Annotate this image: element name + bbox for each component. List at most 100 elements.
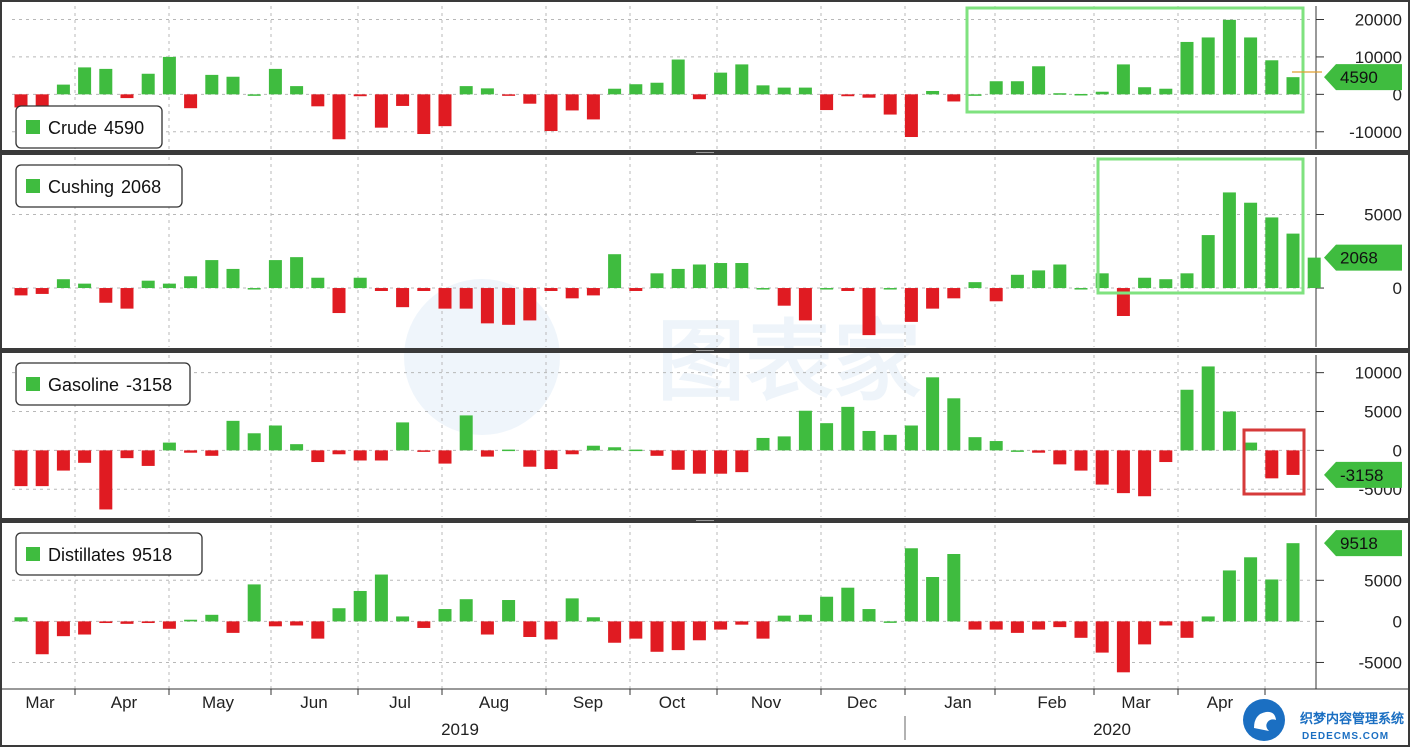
corner-logo: 织梦内容管理系统 DEDECMS.COM (1243, 699, 1406, 743)
bar (374, 94, 388, 128)
bar (798, 614, 812, 622)
bar (459, 599, 473, 622)
bar (459, 288, 473, 309)
bar (459, 86, 473, 95)
bar (926, 288, 940, 309)
bar (438, 450, 452, 464)
bar (650, 273, 664, 289)
bar (120, 450, 134, 459)
bar (332, 94, 346, 140)
bar (650, 450, 664, 456)
bar (586, 445, 600, 451)
bar (56, 84, 70, 95)
bar (904, 94, 918, 138)
bar (184, 450, 198, 453)
bar (671, 268, 685, 289)
bar (14, 94, 28, 108)
bar (777, 615, 791, 622)
bar (1010, 274, 1024, 289)
bar (862, 288, 876, 336)
bar (247, 288, 261, 290)
bar (120, 94, 134, 99)
bar (714, 263, 728, 289)
bar (353, 450, 367, 461)
bar (205, 260, 219, 289)
bar (162, 442, 176, 451)
panel-crude: 20000 10000 0 -10000 4590 Crude 4590 (2, 6, 1408, 155)
bar (417, 621, 431, 628)
bar (396, 94, 410, 106)
last-value-tag-bg (1324, 530, 1402, 557)
legend-swatch (26, 179, 40, 193)
highlight-boxes (965, 6, 1322, 496)
bar (650, 621, 664, 652)
bar (14, 450, 28, 487)
bar (141, 450, 155, 466)
y-tick-label: 10000 (1355, 48, 1402, 67)
bar (544, 288, 558, 291)
bar (735, 64, 749, 95)
bar (820, 288, 834, 290)
bar (332, 450, 346, 455)
bar (438, 94, 452, 127)
bar (162, 56, 176, 95)
bar (735, 263, 749, 289)
last-value-tag: -3158 (1324, 461, 1402, 488)
bar (311, 94, 325, 107)
bar (268, 425, 282, 451)
bar (14, 288, 28, 296)
y-tick-label: 10000 (1355, 364, 1402, 383)
bar (502, 288, 516, 325)
bar (1010, 621, 1024, 633)
bar (735, 621, 749, 625)
bar (1222, 411, 1236, 451)
bar (841, 94, 855, 97)
bar (459, 415, 473, 451)
bar (798, 87, 812, 95)
x-month-label: Jun (300, 693, 327, 712)
bar (1095, 621, 1109, 653)
last-value-tag: 9518 (1324, 530, 1402, 557)
x-year-label: 2020 (1093, 720, 1131, 739)
bar (523, 450, 537, 467)
bar (480, 621, 494, 635)
corner-url: DEDECMS.COM (1302, 731, 1389, 742)
bar (1053, 621, 1067, 628)
bar (1116, 621, 1130, 673)
x-month-label: Aug (479, 693, 509, 712)
bar (184, 619, 198, 622)
bar (311, 621, 325, 639)
bar (1201, 235, 1215, 289)
x-month-label: Dec (847, 693, 878, 712)
bar (1265, 579, 1279, 622)
bar (1159, 621, 1173, 626)
bar (268, 621, 282, 627)
bar (247, 584, 261, 622)
legend-distillates: Distillates 9518 (15, 532, 203, 576)
bar (374, 288, 388, 291)
bar (120, 288, 134, 309)
bar (268, 68, 282, 95)
bar (777, 436, 791, 451)
bar (692, 264, 706, 289)
legend-text: Gasoline -3158 (48, 375, 172, 395)
last-value-tag-bg (1324, 244, 1402, 271)
bar (629, 449, 643, 452)
x-month-label: Mar (25, 693, 55, 712)
bar (205, 450, 219, 456)
x-month-label: Apr (111, 693, 138, 712)
bar (523, 621, 537, 637)
x-month-label: Jul (389, 693, 411, 712)
bar (565, 450, 579, 455)
bar (1244, 557, 1258, 622)
bar (374, 574, 388, 622)
bar (1074, 288, 1088, 290)
bar (989, 621, 1003, 630)
bar (184, 94, 198, 109)
bar (1286, 77, 1300, 95)
bar (1180, 41, 1194, 95)
legend-gasoline: Gasoline -3158 (15, 362, 191, 406)
legend-series-value: 9518 (132, 545, 172, 565)
